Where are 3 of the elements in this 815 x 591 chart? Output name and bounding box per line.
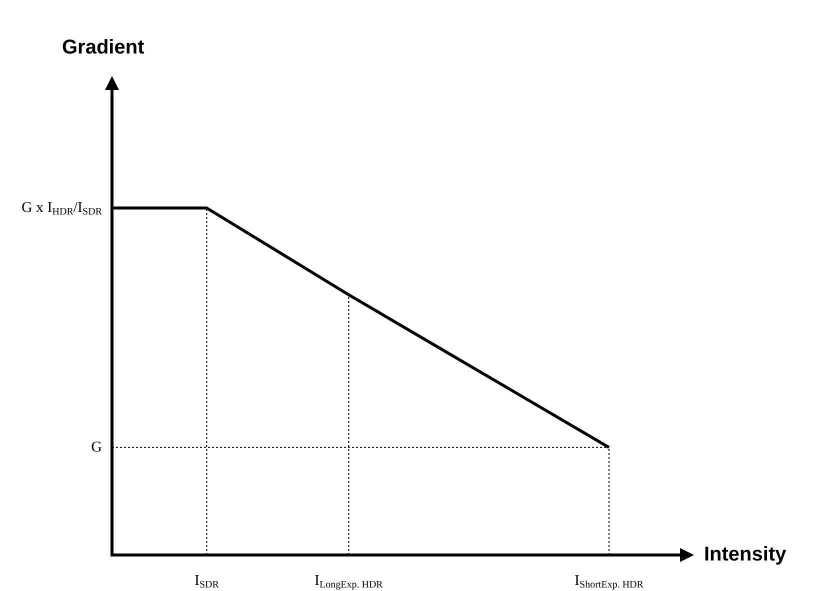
ref-line-label: G <box>91 439 102 456</box>
x-axis-title: Intensity <box>704 544 788 566</box>
text: Gradient <box>62 36 145 59</box>
